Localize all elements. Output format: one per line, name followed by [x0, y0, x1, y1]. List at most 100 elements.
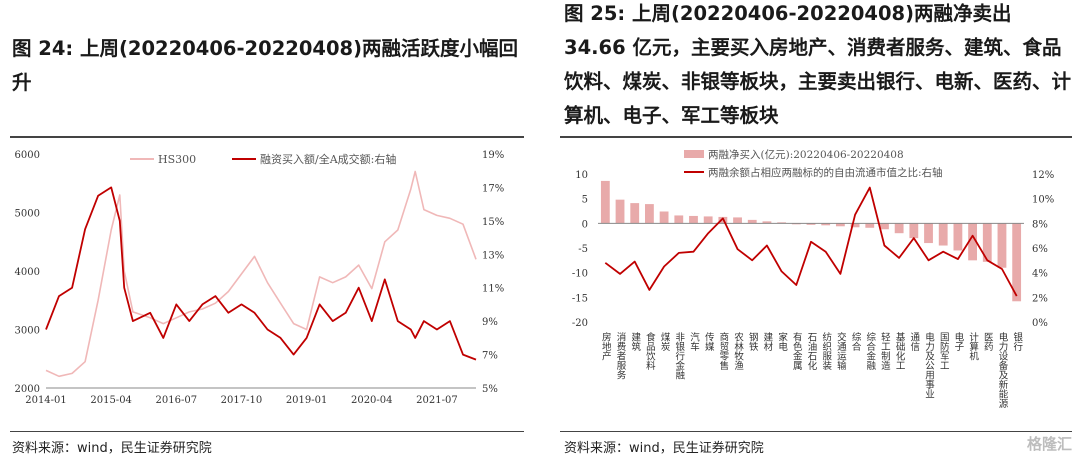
legend-label: 融资买入额/全A成交额:右轴 — [260, 152, 396, 166]
y-right-tick-label: 17% — [482, 183, 504, 194]
margin-ratio-line — [45, 186, 477, 361]
y-left-tick-label: 5000 — [15, 209, 40, 220]
x-tick-label: 汽车 — [688, 331, 700, 352]
x-tick-label: 2014-01 — [25, 395, 67, 406]
x-tick-label: 纺织服装 — [820, 331, 832, 371]
y-right-tick-label: 2% — [1032, 293, 1048, 304]
y-left-tick-label: 2000 — [15, 384, 40, 395]
right-source-rule — [560, 431, 1072, 432]
legend-swatch — [684, 150, 704, 158]
y-right-tick-label: 7% — [482, 351, 498, 362]
hs300-line — [45, 170, 477, 378]
net-buy-bar — [982, 223, 992, 262]
net-buy-bar — [703, 216, 713, 224]
net-buy-bar — [747, 219, 757, 224]
y-left-tick-label: 5 — [582, 195, 588, 206]
y-right-tick-label: 10% — [1032, 195, 1054, 206]
y-left-tick-label: -10 — [572, 269, 588, 280]
y-right-tick-label: 8% — [1032, 219, 1048, 230]
x-tick-label: 基础化工 — [894, 331, 906, 370]
x-tick-label: 综合 — [850, 331, 862, 352]
y-right-tick-label: 9% — [482, 317, 498, 328]
x-tick-label: 电力设备及新能源 — [997, 331, 1009, 409]
x-tick-label: 煤炭 — [659, 331, 671, 352]
watermark: 格隆汇 — [1026, 435, 1072, 453]
net-buy-bar — [762, 221, 772, 224]
x-tick-label: 传媒 — [703, 331, 715, 352]
net-buy-bar — [938, 223, 948, 246]
x-tick-label: 交通运输 — [835, 331, 847, 371]
y-right-tick-label: 19% — [482, 150, 504, 161]
left-chart: 2000 3000 4000 5000 6000 5% 7% 9% 11% 13% 15% 17% 19… — [15, 150, 505, 406]
net-buy-bar — [689, 215, 698, 224]
x-tick-label: 电子 — [952, 331, 964, 351]
x-tick-label: 2021-07 — [416, 395, 458, 406]
x-tick-label: 食品饮料 — [644, 331, 656, 371]
right-panel: 图 25: 上周(20220406-20220408)两融净卖出 34.66 亿… — [540, 0, 1080, 458]
x-tick-label: 2019-01 — [286, 395, 328, 406]
left-source-rule — [10, 431, 524, 432]
net-buy-bar — [821, 223, 831, 226]
x-tick-label: 钢铁 — [747, 331, 759, 352]
y-right-tick-label: 5% — [482, 384, 498, 395]
net-buy-bar — [924, 223, 933, 244]
net-buy-bar — [645, 204, 654, 224]
net-buy-bar — [659, 211, 669, 224]
net-buy-bar — [968, 223, 977, 261]
left-source: 资料来源：wind，民生证券研究院 — [12, 441, 212, 456]
x-tick-label: 电力及公用事业 — [923, 331, 935, 398]
y-right-tick-label: 12% — [1032, 170, 1054, 181]
net-buy-bar — [865, 223, 875, 228]
x-tick-label: 建材 — [761, 331, 773, 351]
x-tick-label: 医药 — [982, 332, 994, 352]
x-tick-label: 石油石化 — [806, 332, 818, 371]
margin-balance-ratio-line — [604, 186, 1018, 297]
y-left-tick-label: 6000 — [15, 150, 40, 161]
net-buy-bar — [894, 223, 904, 234]
y-right-tick-label: 4% — [1032, 269, 1048, 280]
legend-label: 两融净买入(亿元):20220406-20220408 — [708, 148, 904, 161]
x-tick-label: 消费者服务 — [615, 331, 627, 380]
right-figure-title: 图 25: 上周(20220406-20220408)两融净卖出 34.66 亿… — [564, 2, 1072, 127]
net-buy-bar — [835, 223, 845, 227]
x-tick-label: 非银行金融 — [673, 331, 685, 380]
x-tick-label: 通信 — [908, 332, 920, 352]
x-tick-label: 建筑 — [629, 331, 641, 352]
x-tick-label: 2015-04 — [90, 395, 132, 406]
left-panel: 图 24: 上周(20220406-20220408)两融活跃度小幅回升 200… — [10, 37, 524, 456]
net-buy-bar — [615, 199, 625, 224]
left-title-rule — [10, 136, 524, 138]
left-figure-title: 图 24: 上周(20220406-20220408)两融活跃度小幅回升 — [12, 37, 519, 94]
x-tick-label: 计算机 — [967, 331, 979, 361]
net-buy-bar — [733, 217, 742, 224]
y-left-tick-label: 0 — [582, 219, 588, 230]
legend-label: HS300 — [158, 153, 196, 166]
y-right-tick-label: 11% — [482, 284, 504, 295]
right-title-rule — [560, 136, 1072, 138]
y-right-tick-label: 6% — [1032, 244, 1048, 255]
net-buy-bar — [600, 180, 610, 224]
y-left-tick-label: -20 — [572, 318, 588, 329]
x-tick-label: 2020-04 — [351, 395, 393, 406]
net-buy-bar — [674, 215, 684, 224]
x-tick-label: 商贸零售 — [717, 331, 729, 371]
net-buy-bar — [806, 223, 816, 225]
legend-label: 两融余额占相应两融标的的自由流通市值之比:右轴 — [708, 166, 943, 179]
y-left-tick-label: 4000 — [15, 267, 40, 278]
net-buy-bar — [997, 223, 1007, 268]
x-tick-label: 2016-07 — [156, 395, 198, 406]
net-buy-bar — [630, 203, 640, 224]
x-tick-label: 综合金融 — [864, 331, 876, 371]
x-tick-label: 有色金属 — [791, 331, 803, 371]
y-right-tick-label: 15% — [482, 217, 504, 228]
net-buy-bar — [1012, 223, 1022, 302]
x-tick-label: 2017-10 — [221, 395, 263, 406]
right-chart: -20-15-10-505100%2%4%6%8%10%12%房地产 消费者服务建… — [572, 148, 1054, 409]
x-tick-label: 家电 — [776, 331, 788, 351]
net-buy-bar — [791, 223, 801, 225]
x-tick-label: 农林牧渔 — [732, 331, 744, 370]
x-tick-label: 银行 — [1011, 331, 1023, 352]
y-right-tick-label: 0% — [1032, 318, 1048, 329]
net-buy-bar — [953, 223, 963, 251]
x-tick-label: 房地产 — [600, 331, 612, 361]
